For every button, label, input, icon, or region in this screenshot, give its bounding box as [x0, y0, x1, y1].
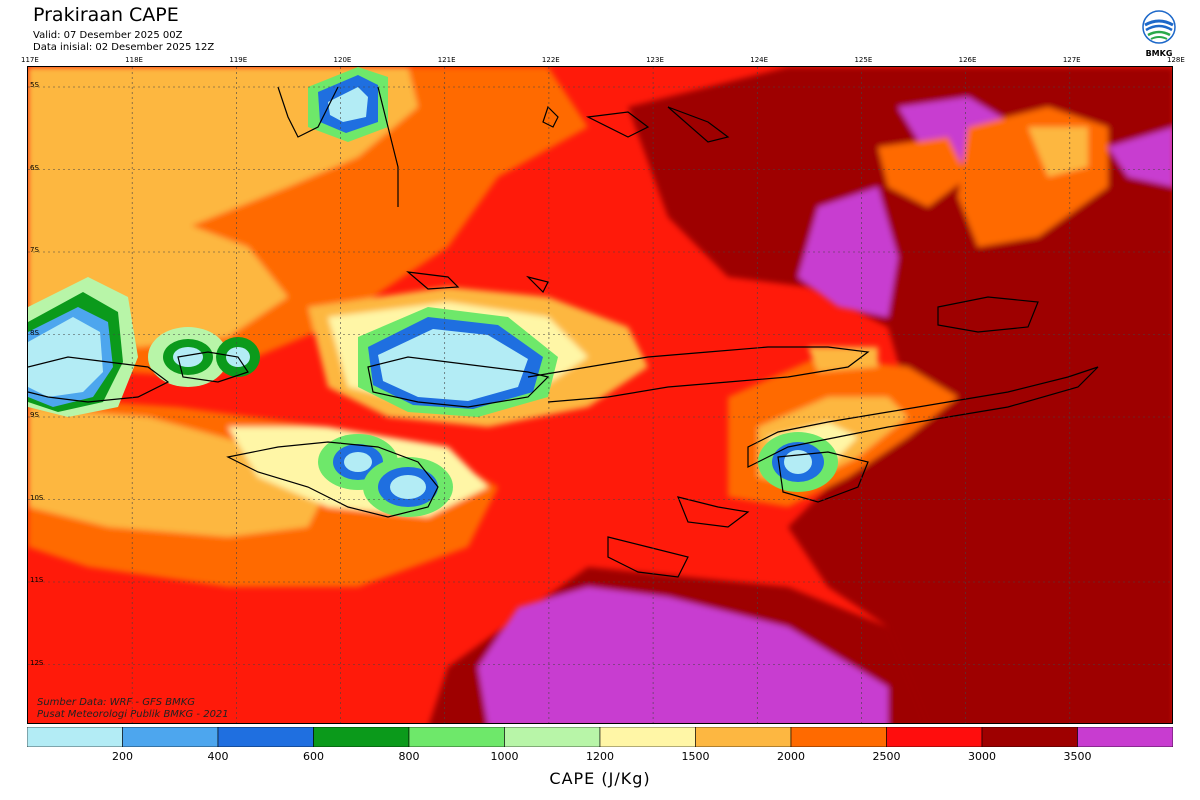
cape-field [28, 67, 1172, 723]
lat-label: 7S [30, 246, 39, 254]
lon-label: 126E [958, 56, 977, 64]
lat-label: 11S [30, 576, 44, 584]
lon-label: 121E [437, 56, 456, 64]
logo-text: BMKG [1145, 49, 1173, 58]
colorbar-segment [408, 726, 505, 748]
coastlines [28, 86, 1099, 578]
initial-time: Data inisial: 02 Desember 2025 12Z [33, 42, 215, 53]
lat-label: 10S [30, 493, 44, 502]
colorbar-svg [26, 726, 1174, 748]
data-source: Sumber Data: WRF - GFS BMKG [37, 697, 196, 708]
colorbar-segment [790, 726, 887, 748]
colorbar-segment [886, 726, 983, 748]
colorbar-segment [599, 726, 696, 748]
colorbar-labels: 200 400 600 800 1000 1200 1500 2000 2500 3000 3500 [27, 750, 1173, 764]
lat-label: 12S [30, 658, 44, 667]
colorbar-segment [1077, 726, 1174, 748]
colorbar-segment [504, 726, 601, 748]
lat-label: 9S [30, 411, 39, 419]
colorbar-tick-label: 1000 [490, 750, 519, 763]
lon-label: 118E [125, 56, 143, 64]
colorbar-segment [217, 726, 314, 748]
lon-label: 124E [750, 56, 769, 64]
colorbar-tick-label: 1200 [586, 750, 614, 763]
colorbar-tick-label: 800 [398, 750, 420, 763]
lon-label: 123E [646, 56, 664, 64]
lon-label: 119E [229, 56, 248, 64]
colorbar-segment [122, 726, 219, 748]
colorbar-segment [695, 726, 792, 748]
colorbar-tick-label: 1500 [681, 750, 710, 763]
colorbar-segment [313, 726, 410, 748]
data-center: Pusat Meteorologi Publik BMKG - 2021 [37, 709, 229, 720]
lon-label: 117E [21, 56, 39, 64]
bmkg-logo: BMKG [1140, 8, 1178, 58]
colorbar-segment [26, 726, 123, 748]
colorbar [26, 726, 1174, 748]
colorbar-tick-label: 2500 [872, 750, 901, 763]
lat-label: 5S [30, 81, 39, 89]
cape-map [27, 66, 1173, 724]
lat-label: 8S [30, 328, 39, 337]
graticule [28, 67, 1172, 723]
colorbar-tick-label: 200 [112, 750, 133, 763]
colorbar-unit: CAPE (J/Kg) [549, 769, 651, 788]
lon-label: 125E [854, 56, 873, 64]
colorbar-tick-label: 3500 [1063, 750, 1092, 763]
colorbar-tick-label: 2000 [777, 750, 805, 763]
colorbar-tick-label: 600 [303, 750, 324, 763]
lon-label: 122E [541, 56, 560, 64]
colorbar-tick-label: 3000 [968, 750, 996, 763]
colorbar-tick-label: 400 [207, 750, 229, 763]
colorbar-segment [981, 726, 1078, 748]
valid-time: Valid: 07 Desember 2025 00Z [33, 30, 183, 41]
lat-label: 6S [30, 163, 39, 172]
lon-label: 120E [333, 56, 352, 64]
page-title: Prakiraan CAPE [33, 4, 179, 26]
lon-label: 127E [1062, 56, 1081, 64]
lon-label: 128E [1167, 56, 1185, 64]
bmkg-logo-icon [1142, 10, 1176, 44]
